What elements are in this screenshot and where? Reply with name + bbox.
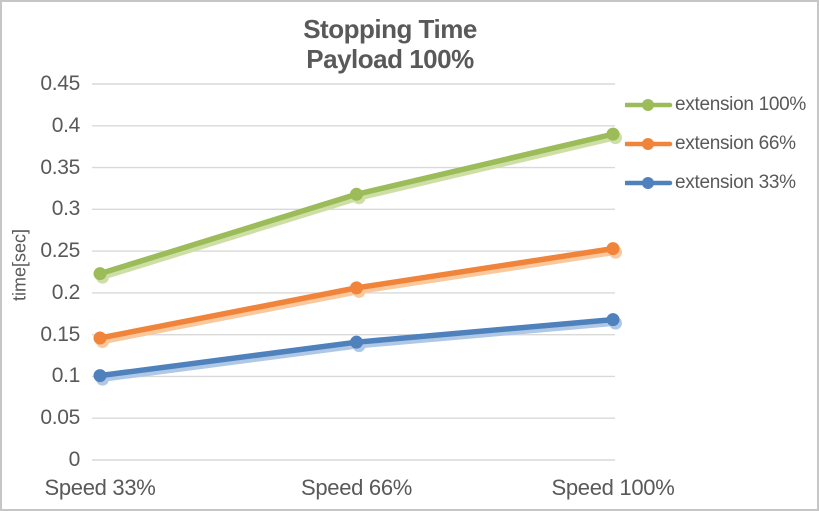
y-tick-label: 0.15	[40, 322, 80, 346]
legend-item: extension 100%	[625, 93, 806, 117]
y-tick-label: 0.45	[40, 72, 80, 95]
x-category-label: Speed 33%	[44, 475, 156, 500]
data-point-marker	[606, 242, 620, 256]
legend-label: extension 100%	[675, 94, 807, 115]
series-line	[99, 134, 619, 280]
data-point-marker	[350, 281, 363, 295]
legend-label: extension 33%	[675, 172, 796, 193]
legend-line-marker-icon	[625, 138, 673, 150]
y-tick-label: 0.4	[51, 113, 81, 137]
data-point-marker	[606, 127, 620, 141]
y-tick-label: 0	[68, 448, 81, 471]
data-point-marker	[93, 331, 107, 345]
series-main	[93, 127, 620, 281]
chart-title-line1: Stopping Time	[303, 14, 477, 44]
x-category-label: Speed 100%	[551, 475, 675, 500]
y-tick-label: 0.1	[51, 364, 81, 388]
chart-title: Stopping Time Payload 100%	[2, 14, 778, 74]
y-tick-label: 0.25	[40, 239, 80, 263]
series-main	[93, 313, 620, 383]
data-point-marker	[606, 313, 620, 327]
x-category-label: Speed 66%	[300, 475, 413, 500]
y-tick-label: 0.3	[51, 197, 81, 221]
legend-label: extension 66%	[675, 133, 796, 154]
legend-line-marker-icon	[625, 99, 673, 111]
chart-title-line2: Payload 100%	[306, 44, 474, 74]
data-point-marker	[350, 187, 363, 201]
legend-item: extension 33%	[625, 171, 796, 195]
series-main	[93, 242, 620, 345]
data-point-marker	[93, 267, 107, 281]
y-tick-label: 0.2	[51, 280, 81, 304]
data-point-marker	[93, 369, 107, 383]
y-tick-label: 0.05	[40, 406, 80, 430]
y-tick-label: 0.35	[40, 155, 80, 179]
data-point-marker	[350, 335, 363, 349]
legend-item: extension 66%	[625, 132, 796, 156]
legend-line-marker-icon	[625, 177, 673, 189]
